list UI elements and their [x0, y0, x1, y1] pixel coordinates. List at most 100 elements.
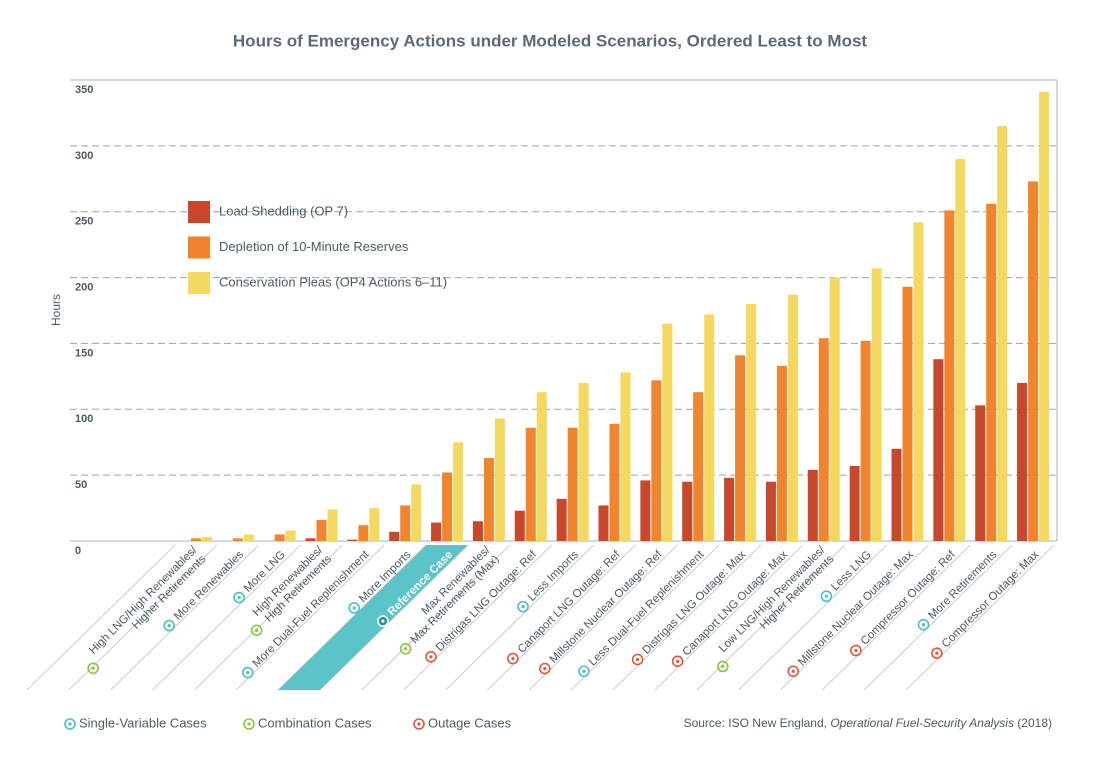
y-tick-label: 200 [75, 281, 93, 293]
separator [152, 544, 301, 691]
bar [765, 481, 776, 541]
case-icon [399, 643, 412, 655]
case-legend-label: Single-Variable Cases [79, 715, 207, 730]
bar [776, 365, 787, 541]
case-legend-icon [68, 722, 72, 726]
case-icon [404, 647, 408, 651]
bar [525, 427, 536, 541]
case-icon [854, 648, 858, 653]
bar [693, 392, 704, 541]
separator [194, 544, 343, 691]
case-icon [91, 666, 95, 670]
bar [305, 538, 316, 541]
case-icon [543, 666, 547, 671]
bar [787, 294, 798, 541]
separator [236, 544, 385, 691]
bar [913, 222, 924, 541]
case-icon [931, 647, 943, 659]
case-legend-icon [64, 718, 76, 730]
case-icon [233, 591, 245, 604]
bar [1039, 91, 1050, 542]
case-icon [246, 671, 250, 675]
separator [277, 544, 427, 691]
bar [871, 268, 882, 541]
case-icon [676, 659, 680, 663]
bar [358, 525, 369, 541]
bar [818, 338, 829, 541]
case-icon [787, 665, 800, 678]
separator [26, 544, 176, 691]
bar [704, 314, 715, 541]
y-tick-label: 100 [75, 413, 93, 425]
bar [1017, 382, 1028, 541]
legend-label: Depletion of 10-Minute Reserves [219, 239, 409, 254]
case-icon [820, 590, 833, 603]
bar [735, 355, 746, 541]
case-icon [381, 619, 385, 623]
separator [403, 544, 552, 691]
bar [567, 427, 578, 541]
bar [860, 340, 871, 541]
case-legend-icon [417, 722, 421, 726]
bar [556, 498, 567, 541]
case-icon [163, 619, 175, 632]
case-icon [87, 662, 99, 675]
case-icon [348, 602, 361, 614]
bar [933, 359, 944, 541]
case-icon [631, 653, 644, 666]
bar [891, 448, 902, 541]
separator [822, 544, 971, 691]
source-title: Operational Fuel-Security Analysis [830, 716, 1014, 730]
bar [807, 469, 818, 541]
case-icon [578, 665, 590, 678]
bar [494, 418, 505, 541]
legend-swatch [188, 201, 210, 223]
bar [640, 480, 651, 541]
bar [389, 531, 400, 541]
bar [190, 538, 201, 541]
bar [274, 534, 285, 541]
case-icon [935, 651, 939, 655]
source: Source: ISO New England, Operational Fue… [684, 716, 1052, 730]
separator [529, 544, 678, 691]
bar [724, 477, 735, 541]
bar [609, 423, 620, 541]
case-icon [717, 660, 729, 673]
separator [110, 544, 259, 691]
legend-label: Conservation Pleas (OP4 Actions 6–11) [219, 274, 447, 289]
y-tick-label: 150 [75, 347, 93, 359]
case-icon [582, 669, 586, 673]
case-icon [425, 650, 437, 663]
bar [986, 203, 997, 541]
bar [316, 519, 327, 541]
case-legend-icon [247, 722, 251, 726]
y-tick-label: 50 [75, 479, 87, 491]
separator [319, 544, 469, 691]
bar [1028, 181, 1039, 542]
case-legend-label: Outage Cases [428, 715, 512, 730]
case-icon [167, 624, 171, 628]
bar [411, 484, 422, 541]
chart-title: Hours of Emergency Actions under Modeled… [233, 31, 868, 50]
separator [905, 544, 1055, 691]
bar [514, 510, 525, 541]
bar [400, 505, 411, 541]
bar [243, 534, 254, 541]
y-tick-label: 350 [75, 84, 93, 96]
case-icon [237, 595, 241, 600]
bar [483, 458, 494, 541]
bar [746, 303, 757, 541]
separator [68, 544, 218, 691]
bar [578, 382, 589, 541]
x-tick-label: Less LNG [829, 549, 874, 594]
bar [651, 380, 662, 541]
bar [849, 465, 860, 541]
case-icon [511, 657, 515, 661]
bar [902, 286, 913, 541]
bar [975, 405, 986, 541]
bar [442, 472, 453, 541]
bar [232, 538, 243, 541]
source-text: Source: ISO New England, [684, 716, 831, 730]
case-icon [539, 662, 551, 675]
